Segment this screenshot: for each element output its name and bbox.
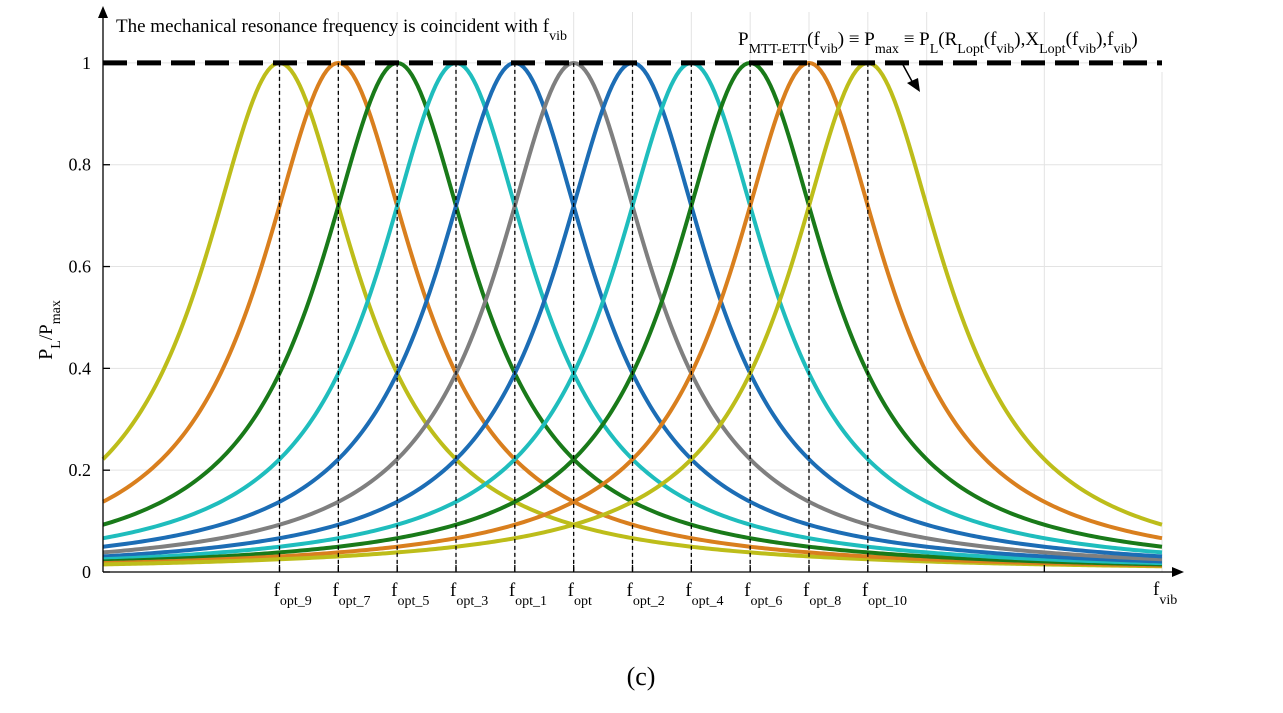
x-axis-label: fvib <box>1153 579 1177 608</box>
y-tick-label: 1 <box>82 53 91 73</box>
peak-label-f_opt_4: fopt_4 <box>685 580 723 609</box>
grid <box>103 12 1163 573</box>
peak-label-f_opt: fopt <box>568 580 592 609</box>
x-axis-arrow <box>1172 567 1184 577</box>
axes <box>98 6 1184 577</box>
curve-f_opt_10 <box>102 60 1163 567</box>
peak-label-f_opt_7: fopt_7 <box>332 580 370 609</box>
peak-label-f_opt_5: fopt_5 <box>391 580 429 609</box>
y-axis-label: PL/Pmax <box>35 300 64 360</box>
y-tick-label: 0.8 <box>69 155 92 175</box>
y-tick-label: 0.2 <box>69 460 92 480</box>
peak-label-f_opt_6: fopt_6 <box>744 580 782 609</box>
peak-label-f_opt_3: fopt_3 <box>450 580 488 609</box>
y-axis-arrow <box>98 6 108 18</box>
chart-title: The mechanical resonance frequency is co… <box>116 16 567 44</box>
peak-label-f_opt_1: fopt_1 <box>509 580 547 609</box>
y-tick-label: 0.4 <box>69 358 92 378</box>
peak-label-f_opt_2: fopt_2 <box>627 580 665 609</box>
y-tick-label: 0.6 <box>69 257 92 277</box>
y-tick-labels: 0 0.2 0.4 0.6 0.8 1 <box>69 53 92 582</box>
peak-label-f_opt_10: fopt_10 <box>862 580 907 609</box>
annotation-arrowhead <box>907 78 920 92</box>
figure-caption: (c) <box>627 662 656 691</box>
y-tick-label: 0 <box>82 562 91 582</box>
x-peak-labels: fopt_9 fopt_7 fopt_5 fopt_3 fopt_1 fopt fopt_2… <box>274 580 908 609</box>
peak-label-f_opt_9: fopt_9 <box>274 580 312 609</box>
pmax-annotation: PMTT-ETT(fvib) ≡ Pmax ≡ PL(RLopt(fvib),X… <box>738 29 1138 57</box>
peak-drop-lines <box>278 62 869 572</box>
peak-label-f_opt_8: fopt_8 <box>803 580 841 609</box>
